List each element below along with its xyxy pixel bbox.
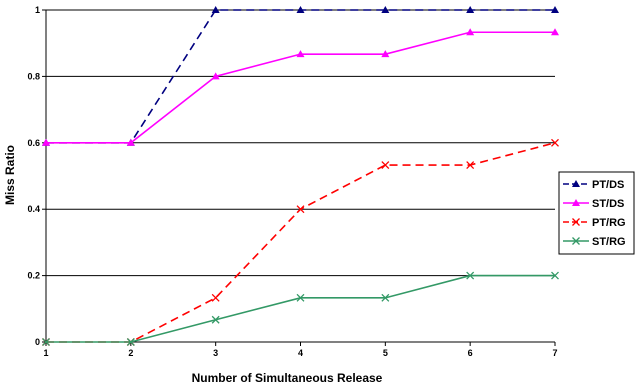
series-pt-rg (42, 138, 559, 346)
series-st-rg (42, 271, 559, 346)
st-ds-line (46, 31, 555, 144)
st-ds-point (381, 50, 390, 58)
st-rg-point (296, 293, 305, 302)
st-rg-point (466, 271, 475, 280)
legend-st-rg-point (572, 237, 580, 245)
y-tick-label: 0.2 (27, 271, 40, 281)
series-st-ds (42, 28, 559, 146)
legend-st-ds-point (572, 199, 580, 206)
st-rg-line (46, 274, 555, 343)
y-tick-label: 0.4 (27, 204, 40, 214)
st-rg-point (211, 315, 220, 324)
st-ds-point (42, 138, 50, 146)
series-group (42, 6, 559, 346)
y-tick-label: 0 (35, 337, 40, 347)
legend-label: ST/RG (592, 236, 626, 248)
x-tick-labels: 1 2 3 4 5 6 7 (43, 348, 557, 358)
st-ds-point (126, 138, 135, 146)
pt-rg-line (46, 142, 556, 343)
x-tick-label: 4 (298, 348, 303, 358)
st-ds-point (296, 50, 305, 58)
legend-pt-rg-point (572, 218, 580, 226)
legend-label: ST/DS (592, 198, 624, 210)
x-tick-label: 3 (213, 348, 218, 358)
y-axis-label: Miss Ratio (3, 145, 17, 205)
x-tick-label: 7 (552, 348, 557, 358)
pt-ds-point (551, 6, 559, 13)
st-rg-point (42, 338, 50, 346)
legend-item-pt-rg: PT/RG (563, 217, 626, 229)
pt-rg-point (211, 293, 220, 302)
legend-label: PT/DS (592, 179, 624, 191)
pt-ds-point (211, 6, 220, 13)
y-tick-label: 0.8 (27, 71, 40, 81)
legend-item-st-ds: ST/DS (563, 198, 624, 210)
st-rg-point (126, 338, 135, 346)
st-ds-point (551, 28, 559, 36)
x-tick-label: 5 (383, 348, 388, 358)
pt-ds-point (296, 6, 305, 13)
y-tick-labels: 0 0.2 0.4 0.6 0.8 1 (27, 5, 40, 347)
pt-rg-point (466, 161, 475, 170)
legend-item-pt-ds: PT/DS (563, 179, 624, 191)
x-tick-label: 2 (128, 348, 133, 358)
st-rg-point (551, 271, 559, 280)
pt-rg-point (551, 138, 559, 147)
y-tick-label: 0.6 (27, 138, 40, 148)
y-tick-label: 1 (35, 5, 40, 15)
x-axis-label: Number of Simultaneous Release (192, 371, 383, 385)
st-ds-point (211, 72, 220, 80)
st-ds-point (466, 28, 475, 36)
legend-label: PT/RG (592, 217, 626, 229)
legend-pt-ds-point (572, 180, 580, 187)
x-tick-label: 6 (468, 348, 473, 358)
pt-rg-point (296, 205, 305, 214)
legend: PT/DS ST/DS PT/RG ST/RG (558, 171, 635, 255)
x-tick-label: 1 (43, 348, 48, 358)
pt-rg-point (381, 161, 390, 170)
st-rg-point (381, 293, 390, 302)
pt-ds-point (466, 6, 475, 13)
legend-item-st-rg: ST/RG (563, 236, 626, 248)
pt-ds-point (381, 6, 390, 13)
